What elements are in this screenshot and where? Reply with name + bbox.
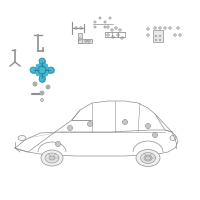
Ellipse shape: [79, 38, 81, 40]
Ellipse shape: [48, 67, 54, 73]
Ellipse shape: [111, 29, 113, 31]
Ellipse shape: [80, 27, 82, 29]
Ellipse shape: [146, 123, 151, 129]
Ellipse shape: [124, 121, 126, 123]
Ellipse shape: [119, 29, 121, 31]
Ellipse shape: [159, 27, 161, 29]
Ellipse shape: [112, 36, 114, 38]
Ellipse shape: [107, 34, 109, 36]
Ellipse shape: [56, 142, 60, 146]
Ellipse shape: [170, 136, 176, 140]
Ellipse shape: [40, 98, 44, 102]
Bar: [78, 39, 92, 43]
Ellipse shape: [140, 152, 156, 164]
Ellipse shape: [39, 76, 45, 82]
Ellipse shape: [94, 21, 96, 23]
Ellipse shape: [154, 27, 156, 29]
Ellipse shape: [85, 40, 87, 42]
Ellipse shape: [122, 119, 128, 124]
Ellipse shape: [153, 132, 158, 138]
Ellipse shape: [107, 26, 109, 28]
Ellipse shape: [68, 126, 72, 130]
Ellipse shape: [145, 156, 151, 160]
Ellipse shape: [154, 134, 156, 136]
Ellipse shape: [41, 150, 63, 166]
Ellipse shape: [174, 34, 176, 36]
Ellipse shape: [109, 17, 111, 19]
Bar: [78, 33, 82, 43]
Ellipse shape: [136, 150, 160, 166]
Ellipse shape: [117, 34, 119, 36]
Ellipse shape: [159, 35, 161, 37]
Ellipse shape: [75, 27, 77, 29]
Ellipse shape: [155, 39, 157, 41]
Ellipse shape: [18, 136, 26, 140]
Ellipse shape: [147, 34, 149, 36]
Ellipse shape: [121, 37, 123, 39]
Ellipse shape: [88, 40, 90, 42]
Ellipse shape: [179, 34, 181, 36]
Ellipse shape: [30, 67, 36, 73]
Ellipse shape: [88, 121, 92, 127]
Ellipse shape: [104, 21, 106, 23]
Ellipse shape: [69, 127, 71, 129]
Ellipse shape: [115, 27, 117, 29]
Ellipse shape: [41, 92, 43, 94]
Ellipse shape: [99, 17, 101, 19]
Ellipse shape: [89, 123, 91, 125]
Bar: [153, 30, 163, 42]
Ellipse shape: [94, 26, 96, 28]
Ellipse shape: [159, 39, 161, 41]
Ellipse shape: [57, 143, 59, 145]
Ellipse shape: [38, 66, 46, 74]
Ellipse shape: [40, 91, 44, 95]
Ellipse shape: [45, 153, 59, 163]
Ellipse shape: [46, 85, 50, 89]
Ellipse shape: [47, 86, 49, 88]
Ellipse shape: [155, 35, 157, 37]
Ellipse shape: [147, 28, 149, 30]
Ellipse shape: [49, 156, 55, 160]
Ellipse shape: [33, 82, 37, 86]
Ellipse shape: [147, 125, 149, 127]
Ellipse shape: [34, 83, 36, 85]
Ellipse shape: [104, 26, 106, 28]
Ellipse shape: [39, 58, 45, 64]
Ellipse shape: [169, 27, 171, 29]
Ellipse shape: [177, 27, 179, 29]
Ellipse shape: [164, 27, 166, 29]
